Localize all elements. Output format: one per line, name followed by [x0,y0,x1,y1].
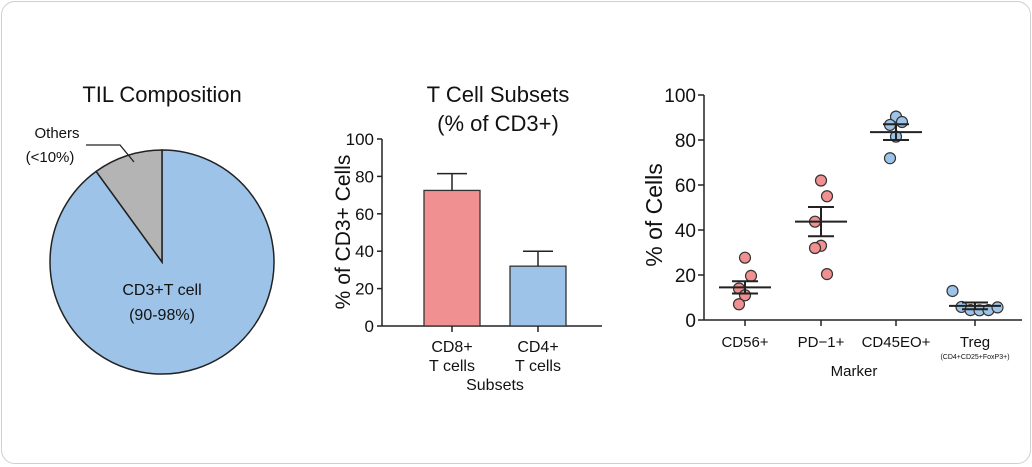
pie-label-others: Others [34,125,79,142]
bar-y-tick-label: 80 [355,167,374,186]
scatter-x-tick-label: CD56+ [721,334,768,351]
scatter-x-tick-sublabel: (CD4+CD25+FoxP3+) [940,354,1009,361]
bar-x-label: Subsets [466,377,524,394]
scatter-point [820,190,834,203]
scatter-y-tick-label: 20 [675,266,696,287]
pie-label-others-pct: (<10%) [26,149,75,166]
bar-subtitle: (% of CD3+) [437,111,559,136]
bar-y-tick-label: 100 [346,130,374,149]
pie-slice [95,149,163,265]
pie-leader-line [86,144,135,163]
scatter-y-tick-label: 0 [685,311,696,332]
bar-x-tick-label: T cells [429,358,475,375]
scatter-point [895,115,909,129]
bar-y-label: % of CD3+ Cells [332,155,355,310]
scatter-point [808,241,822,255]
scatter-point [814,174,828,187]
scatter-point [883,152,897,165]
pie-label-main-pct: (90-98%) [129,307,195,324]
bar [423,189,481,327]
scatter-y-tick-label: 80 [675,131,696,152]
bar-y-tick-label: 40 [355,242,374,261]
pie-title: TIL Composition [82,82,241,107]
bar-y-tick-label: 0 [365,317,374,336]
scatter-x-tick-label: CD45EO+ [862,334,931,351]
bar-x-tick-label: T cells [515,358,561,375]
pie-label-main: CD3+T cell [122,282,201,299]
bar-x-tick-label: CD4+ [517,339,558,356]
scatter-x-label: Marker [831,363,878,380]
scatter-y-tick-label: 60 [675,176,696,197]
scatter-x-tick-label: PD−1+ [798,334,845,351]
bar-y-tick-label: 20 [355,280,374,299]
scatter-y-label: % of Cells [641,163,667,267]
scatter-point [738,251,752,264]
scatter-point [991,301,1004,314]
bar [509,265,567,327]
scatter-point [744,269,758,282]
scatter-point [732,298,746,311]
scatter-y-tick-label: 40 [675,221,696,242]
bar-x-tick-label: CD8+ [431,339,472,356]
scatter-point [946,284,959,298]
scatter-x-tick-label: Treg [960,334,990,351]
bar-title: T Cell Subsets [427,82,570,107]
scatter-y-tick-label: 100 [664,86,696,107]
bar-y-tick-label: 60 [355,205,374,224]
scatter-point [820,268,834,281]
